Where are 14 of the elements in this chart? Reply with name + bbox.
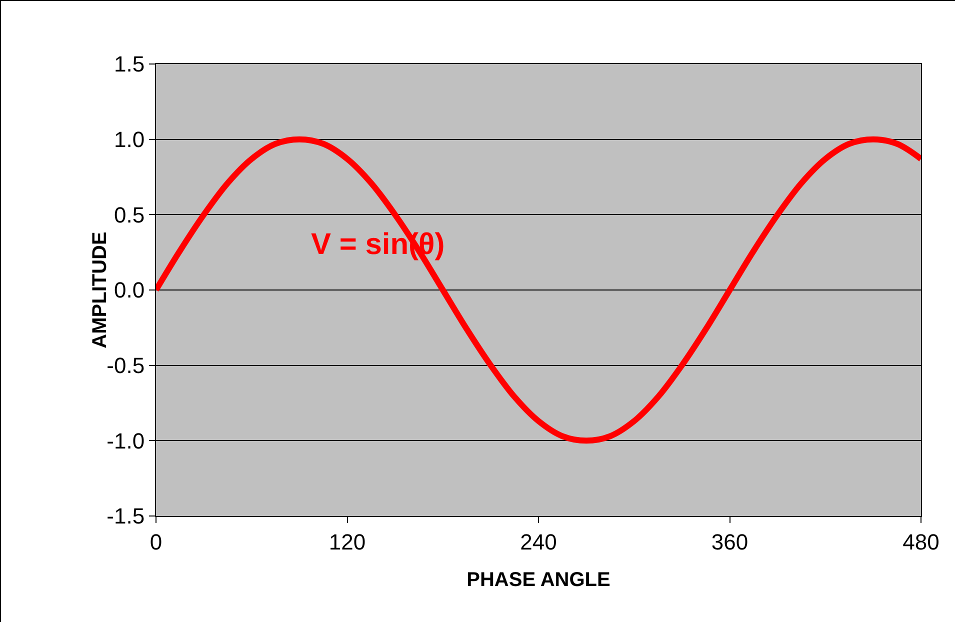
y-axis-title: AMPLITUDE bbox=[89, 232, 111, 348]
x-tick-label: 360 bbox=[711, 529, 748, 554]
y-tick-label: 0.5 bbox=[114, 202, 145, 228]
y-tick-label: 0.0 bbox=[114, 278, 145, 303]
y-tick-label: 1.5 bbox=[114, 52, 145, 77]
x-tick-label: 0 bbox=[150, 529, 162, 554]
x-tick-label: 480 bbox=[902, 529, 940, 554]
x-tick-label: 240 bbox=[520, 529, 557, 554]
y-tick-label: -0.5 bbox=[106, 353, 145, 378]
y-tick-label: 1.0 bbox=[114, 127, 145, 152]
x-axis-title: PHASE ANGLE bbox=[466, 569, 610, 591]
y-tick-label: -1.0 bbox=[106, 428, 145, 454]
y-tick-label: -1.5 bbox=[106, 504, 145, 529]
x-tick-label: 120 bbox=[328, 529, 366, 554]
